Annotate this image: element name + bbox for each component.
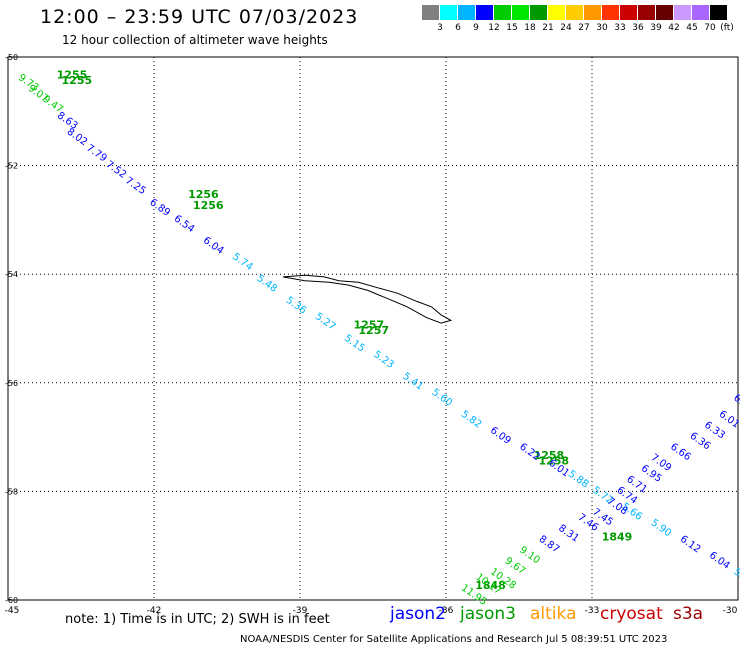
colorbar-swatch bbox=[620, 5, 637, 20]
colorbar-swatch bbox=[566, 5, 583, 20]
colorbar-swatch bbox=[584, 5, 601, 20]
swh-value-label: 5.23 bbox=[371, 349, 396, 371]
swh-value-label: 7.25 bbox=[123, 175, 148, 197]
swh-value-label: 5.27 bbox=[313, 311, 338, 333]
satellite-cryosat: cryosat bbox=[600, 604, 663, 624]
swh-value-label: 6.89 bbox=[147, 197, 172, 219]
y-tick-label: -50 bbox=[5, 53, 18, 62]
colorbar-label: 6 bbox=[455, 23, 461, 33]
y-tick-label: -60 bbox=[5, 596, 18, 605]
colorbar-label: 42 bbox=[668, 23, 680, 33]
pass-time-label: 1255 bbox=[57, 69, 88, 82]
x-tick-label: -30 bbox=[723, 606, 738, 616]
colorbar-label: 18 bbox=[524, 23, 536, 33]
colorbar-label: 3 bbox=[437, 23, 443, 33]
satellite-s3a: s3a bbox=[673, 604, 704, 624]
x-tick-label: -36 bbox=[439, 606, 454, 616]
colorbar-label: 15 bbox=[506, 23, 518, 33]
x-tick-label: -33 bbox=[585, 606, 600, 616]
colorbar-label: 45 bbox=[686, 23, 698, 33]
colorbar-swatch bbox=[440, 5, 457, 20]
colorbar-label: 36 bbox=[632, 23, 644, 33]
swh-value-label: 7.79 bbox=[84, 143, 109, 165]
swh-value-label: 5.60 bbox=[430, 387, 455, 409]
footer-credit: NOAA/NESDIS Center for Satellite Applica… bbox=[240, 634, 668, 645]
colorbar-label: 12 bbox=[488, 23, 500, 33]
colorbar-swatch bbox=[476, 5, 493, 20]
swh-value-label: 7.52 bbox=[104, 159, 129, 181]
satellite-altika: altika bbox=[530, 604, 577, 624]
colorbar-label: 27 bbox=[578, 23, 590, 33]
pass-time-label: 1258 bbox=[538, 454, 569, 467]
colorbar-label: 21 bbox=[542, 23, 554, 33]
x-tick-label: -42 bbox=[147, 606, 162, 616]
colorbar-swatch bbox=[656, 5, 673, 20]
swh-value-label: 5.90 bbox=[649, 517, 674, 539]
swh-value-label: 6.09 bbox=[488, 425, 513, 447]
swh-value-label: 5.36 bbox=[284, 295, 309, 317]
swh-value-label: 6.04 bbox=[201, 235, 226, 257]
swh-value-label: 6.66 bbox=[668, 441, 693, 463]
y-tick-label: -54 bbox=[5, 270, 18, 279]
x-tick-label: -39 bbox=[293, 606, 308, 616]
swh-value-label: 6.54 bbox=[172, 213, 197, 235]
pass-time-label: 1848 bbox=[475, 579, 506, 592]
swh-value-label: 8.02 bbox=[65, 126, 90, 148]
colorbar-swatch bbox=[548, 5, 565, 20]
swh-value-label: 6.12 bbox=[678, 534, 703, 556]
pass-time-label: 1256 bbox=[193, 199, 224, 212]
swh-value-label: 5.88 bbox=[566, 469, 591, 491]
colorbar-label: 30 bbox=[596, 23, 608, 33]
pass-time-label: 1255 bbox=[62, 74, 93, 87]
pass-time-label: 1257 bbox=[358, 324, 389, 337]
colorbar-swatch bbox=[512, 5, 529, 20]
colorbar-unit: (ft) bbox=[720, 23, 734, 33]
colorbar-swatch bbox=[494, 5, 511, 20]
colorbar-swatch bbox=[692, 5, 709, 20]
swh-value-label: 5.74 bbox=[230, 251, 255, 273]
colorbar-label: 33 bbox=[614, 23, 626, 33]
swh-value-label: 8.87 bbox=[537, 534, 562, 556]
swh-value-label: 5.93 bbox=[731, 566, 740, 588]
colorbar-swatch bbox=[638, 5, 655, 20]
swh-value-label: 8.31 bbox=[556, 523, 581, 545]
colorbar-swatch bbox=[602, 5, 619, 20]
satellite-jason3: jason3 bbox=[460, 604, 516, 624]
footer-note: note: 1) Time is in UTC; 2) SWH is in fe… bbox=[65, 612, 330, 627]
swh-value-label: 5.41 bbox=[400, 371, 425, 393]
colorbar-label: 24 bbox=[560, 23, 572, 33]
colorbar-label: 9 bbox=[473, 23, 479, 33]
swh-value-label: 5.48 bbox=[254, 273, 279, 295]
colorbar-swatch bbox=[710, 5, 727, 20]
x-tick-label: -45 bbox=[5, 606, 20, 616]
swh-value-label: 6.04 bbox=[707, 550, 732, 572]
plot-frame bbox=[7, 56, 739, 601]
colorbar-label: 70 bbox=[704, 23, 716, 33]
chart-title: 12:00 – 23:59 UTC 07/03/2023 bbox=[40, 6, 359, 28]
y-tick-label: -58 bbox=[5, 487, 18, 496]
pass-time-label: 1256 bbox=[188, 188, 219, 201]
swh-value-label: 6.36 bbox=[688, 431, 713, 453]
colorbar-swatch bbox=[458, 5, 475, 20]
y-tick-label: -52 bbox=[5, 162, 18, 171]
satellite-jason2: jason2 bbox=[390, 604, 446, 624]
colorbar-swatch bbox=[674, 5, 691, 20]
colorbar-label: 39 bbox=[650, 23, 662, 33]
pass-time-label: 1257 bbox=[354, 319, 385, 332]
pass-time-label: 1258 bbox=[534, 449, 565, 462]
pass-time-label: 1849 bbox=[602, 530, 633, 543]
chart-subtitle: 12 hour collection of altimeter wave hei… bbox=[62, 33, 328, 47]
colorbar-swatch bbox=[422, 5, 439, 20]
y-tick-label: -56 bbox=[5, 379, 18, 388]
swh-value-label: 5.82 bbox=[459, 409, 484, 431]
colorbar-swatch bbox=[530, 5, 547, 20]
swh-value-label: 6.1 bbox=[731, 393, 740, 411]
island-outline bbox=[282, 274, 453, 324]
